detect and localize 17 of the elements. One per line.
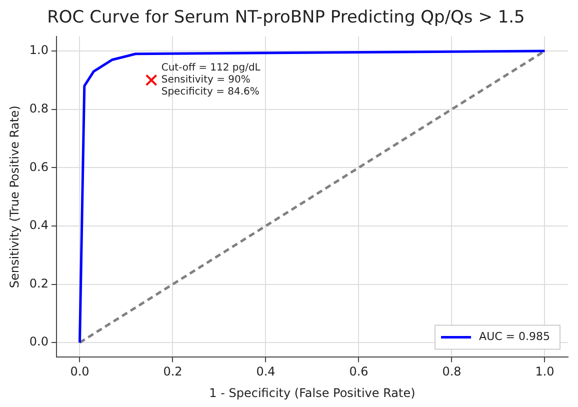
legend-label: AUC = 0.985 — [479, 330, 550, 344]
annotation: Cut-off = 112 pg/dL Sensitivity = 90% Specificity = 84.6% — [161, 62, 261, 98]
y-tick-label: 0.2 — [29, 276, 48, 290]
x-tick-label: 0.4 — [256, 364, 276, 379]
y-tick-label: 0.6 — [29, 160, 48, 174]
y-tick-label: 0.8 — [29, 101, 48, 116]
x-tick-label: 0.0 — [70, 364, 90, 379]
x-tick-label: 0.2 — [163, 364, 182, 379]
x-tick-label: 0.8 — [442, 364, 462, 379]
y-tick-label: 0.4 — [29, 218, 48, 232]
x-tick-label: 0.6 — [349, 364, 368, 379]
x-axis-title: 1 - Specificity (False Positive Rate) — [209, 386, 416, 400]
y-axis-title: Sensitivity (True Positive Rate) — [7, 106, 22, 288]
chart-title: ROC Curve for Serum NT-proBNP Predicting Qp/Qs > 1.5 — [47, 8, 525, 28]
x-tick-label: 1.0 — [535, 364, 554, 379]
y-tick-label: 0.0 — [29, 334, 48, 349]
y-tick-label: 1.0 — [29, 43, 48, 58]
